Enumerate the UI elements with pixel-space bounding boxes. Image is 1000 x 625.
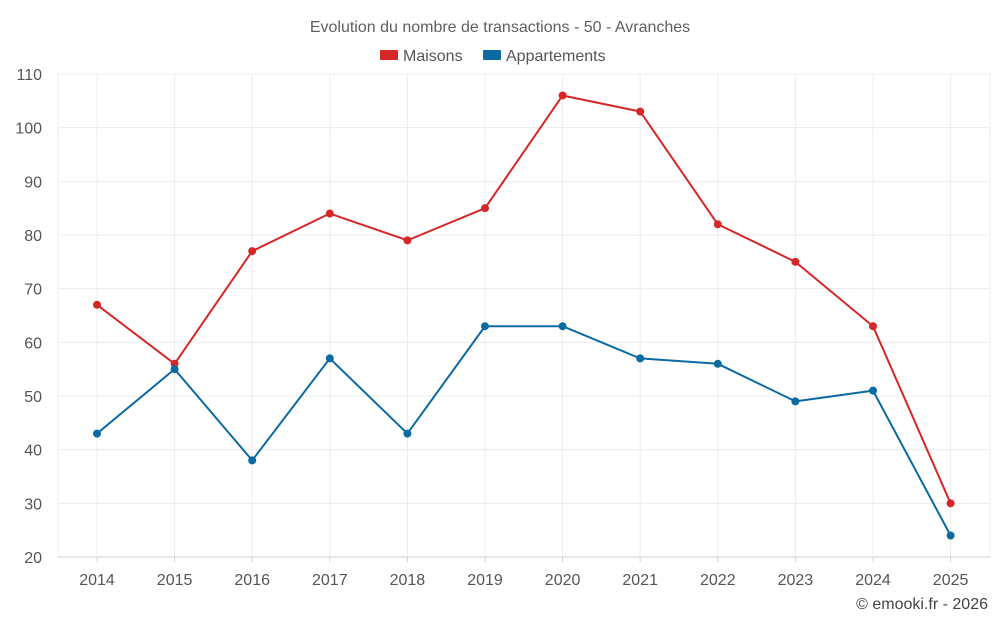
data-point-appartements[interactable] — [93, 429, 101, 438]
data-point-appartements[interactable] — [946, 531, 955, 540]
data-point-maisons[interactable] — [869, 322, 877, 331]
y-tick-label: 50 — [24, 389, 42, 406]
data-point-appartements[interactable] — [170, 365, 179, 374]
x-tick-label: 2020 — [545, 572, 581, 589]
x-tick-label: 2017 — [312, 572, 348, 589]
x-tick-label: 2022 — [700, 572, 736, 589]
data-point-appartements[interactable] — [248, 456, 257, 465]
series-line-appartements — [96, 325, 952, 537]
data-point-appartements[interactable] — [791, 397, 800, 406]
data-point-appartements[interactable] — [403, 429, 412, 438]
data-point-maisons[interactable] — [248, 247, 257, 256]
y-axis: 20 30 40 50 60 70 80 90 100 110 — [15, 67, 42, 567]
data-point-maisons[interactable] — [946, 499, 955, 508]
data-point-appartements[interactable] — [869, 386, 877, 395]
x-tick-label: 2021 — [622, 572, 658, 589]
legend-swatch-appartements — [483, 50, 501, 60]
x-tick-label: 2016 — [234, 572, 270, 589]
data-point-maisons[interactable] — [481, 204, 489, 213]
y-tick-label: 80 — [24, 228, 42, 245]
y-tick-label: 30 — [24, 496, 42, 513]
series-group — [93, 91, 955, 540]
data-point-appartements[interactable] — [713, 359, 722, 368]
x-tick-label: 2015 — [157, 572, 193, 589]
credit-text: © emooki.fr - 2026 — [856, 596, 988, 613]
data-point-maisons[interactable] — [325, 209, 334, 218]
x-tick-label: 2023 — [778, 572, 814, 589]
x-axis: 2014 2015 2016 2017 2018 2019 2020 2021 2022 2023… — [79, 557, 968, 589]
chart-title: Evolution du nombre de transactions - 50… — [310, 19, 690, 36]
y-tick-label: 40 — [24, 443, 42, 460]
data-point-maisons[interactable] — [636, 107, 645, 116]
x-tick-label: 2024 — [855, 572, 891, 589]
y-tick-label: 110 — [16, 67, 42, 84]
x-tick-label: 2019 — [467, 572, 503, 589]
legend-swatch-maisons — [380, 50, 398, 60]
y-tick-label: 20 — [24, 550, 42, 567]
x-tick-label: 2014 — [79, 572, 115, 589]
x-tick-label: 2025 — [933, 572, 969, 589]
data-point-appartements[interactable] — [636, 354, 645, 363]
data-point-maisons[interactable] — [93, 300, 101, 309]
data-point-appartements[interactable] — [481, 322, 489, 331]
legend-label-maisons[interactable]: Maisons — [403, 48, 463, 65]
x-tick-label: 2018 — [390, 572, 426, 589]
data-point-appartements[interactable] — [325, 354, 334, 363]
data-point-maisons[interactable] — [403, 236, 412, 245]
data-point-maisons[interactable] — [713, 220, 722, 229]
y-tick-label: 70 — [24, 282, 42, 299]
data-point-maisons[interactable] — [558, 91, 567, 100]
legend: Maisons Appartements — [380, 48, 606, 65]
y-tick-label: 100 — [15, 121, 42, 138]
gridlines — [57, 73, 991, 558]
legend-label-appartements[interactable]: Appartements — [506, 48, 606, 65]
series-line-maisons — [96, 94, 952, 504]
y-tick-label: 90 — [24, 174, 42, 191]
data-point-appartements[interactable] — [558, 322, 567, 331]
y-tick-label: 60 — [24, 335, 42, 352]
data-point-maisons[interactable] — [791, 257, 800, 266]
